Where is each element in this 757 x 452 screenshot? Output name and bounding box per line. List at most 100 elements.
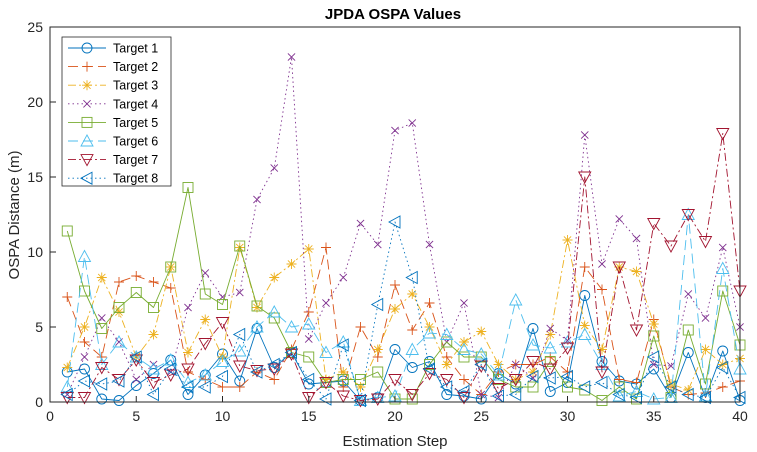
- data-point: [717, 345, 729, 357]
- data-point: [232, 344, 247, 357]
- data-point: [529, 374, 537, 382]
- data-point: [370, 297, 384, 312]
- data-point: [612, 389, 627, 402]
- data-point: [232, 360, 247, 373]
- data-point: [422, 362, 435, 376]
- legend-label: Target 3: [113, 79, 158, 93]
- data-point: [422, 326, 437, 339]
- data-point: [303, 351, 315, 363]
- series-5: [61, 182, 746, 406]
- data-point: [336, 335, 351, 348]
- data-point: [612, 387, 625, 402]
- data-point: [301, 372, 315, 387]
- x-tick-label: 20: [387, 408, 403, 424]
- data-point: [595, 366, 609, 379]
- series-line: [66, 187, 741, 401]
- x-tick-label: 35: [646, 408, 662, 424]
- data-point: [681, 207, 696, 220]
- data-point: [234, 382, 245, 392]
- data-point: [460, 299, 468, 307]
- data-point: [405, 270, 418, 285]
- data-point: [526, 369, 539, 384]
- x-ticks: 0 5 10 15 20 25 30 35 40: [46, 396, 748, 424]
- data-point: [79, 337, 90, 347]
- series-8: [60, 215, 746, 408]
- series-line: [66, 247, 741, 395]
- legend-item: Target 5: [68, 116, 158, 130]
- legend-item: Target 2: [68, 60, 158, 74]
- data-point: [80, 353, 89, 361]
- legend-item: Target 6: [68, 134, 158, 149]
- data-point: [286, 259, 297, 269]
- data-point: [321, 242, 331, 253]
- data-point: [130, 287, 142, 298]
- data-point: [339, 273, 348, 282]
- data-point: [683, 385, 694, 395]
- data-point: [562, 367, 573, 377]
- data-point: [562, 235, 573, 245]
- legend-label: Target 8: [113, 172, 158, 186]
- data-point: [165, 261, 177, 273]
- data-point: [183, 347, 193, 358]
- data-point: [646, 350, 660, 364]
- data-point: [389, 344, 401, 355]
- data-point: [682, 347, 694, 358]
- data-point: [664, 380, 677, 394]
- x-tick-label: 5: [132, 408, 140, 424]
- data-point: [94, 377, 108, 391]
- data-point: [700, 378, 711, 390]
- data-point: [577, 327, 592, 340]
- data-point: [682, 324, 694, 336]
- data-point: [698, 236, 713, 249]
- data-point: [319, 345, 333, 358]
- data-point: [457, 392, 471, 405]
- y-tick-label: 15: [27, 169, 43, 185]
- data-point: [526, 356, 540, 369]
- data-point: [717, 382, 728, 392]
- data-point: [459, 337, 469, 347]
- data-point: [200, 314, 211, 325]
- y-tick-label: 10: [27, 244, 43, 260]
- x-tick-label: 25: [473, 408, 489, 424]
- data-point: [96, 323, 108, 334]
- y-ticks: 0 5 10 15 20 25: [27, 19, 56, 410]
- data-point: [477, 390, 486, 399]
- data-point: [493, 374, 504, 385]
- series-line: [66, 239, 741, 391]
- data-point: [491, 368, 506, 381]
- data-point: [97, 314, 106, 322]
- legend-marker: [80, 134, 94, 147]
- data-point: [425, 240, 434, 249]
- data-point: [646, 392, 661, 405]
- data-point: [491, 383, 506, 396]
- data-point: [112, 374, 125, 388]
- data-point: [629, 324, 644, 337]
- data-point: [474, 347, 489, 360]
- data-point: [148, 302, 159, 313]
- x-tick-label: 40: [732, 408, 748, 424]
- data-point: [439, 374, 454, 387]
- data-point: [493, 359, 504, 370]
- data-point: [407, 325, 418, 335]
- data-point: [579, 262, 590, 272]
- x-axis-label: Estimation Step: [342, 433, 447, 450]
- data-point: [508, 293, 523, 306]
- data-point: [681, 387, 694, 402]
- data-point: [60, 380, 75, 393]
- legend-marker: [82, 80, 92, 91]
- data-point: [474, 357, 487, 372]
- data-point: [356, 219, 365, 228]
- data-point: [251, 300, 263, 312]
- y-tick-label: 0: [35, 394, 43, 410]
- data-point: [458, 351, 470, 363]
- data-point: [631, 266, 642, 277]
- data-point: [388, 374, 402, 387]
- data-point: [372, 366, 384, 378]
- data-point: [303, 244, 314, 254]
- data-point: [184, 303, 192, 312]
- data-point: [597, 344, 607, 355]
- data-point: [614, 374, 625, 385]
- x-tick-label: 0: [46, 408, 54, 424]
- data-point: [113, 395, 125, 406]
- data-point: [698, 390, 711, 405]
